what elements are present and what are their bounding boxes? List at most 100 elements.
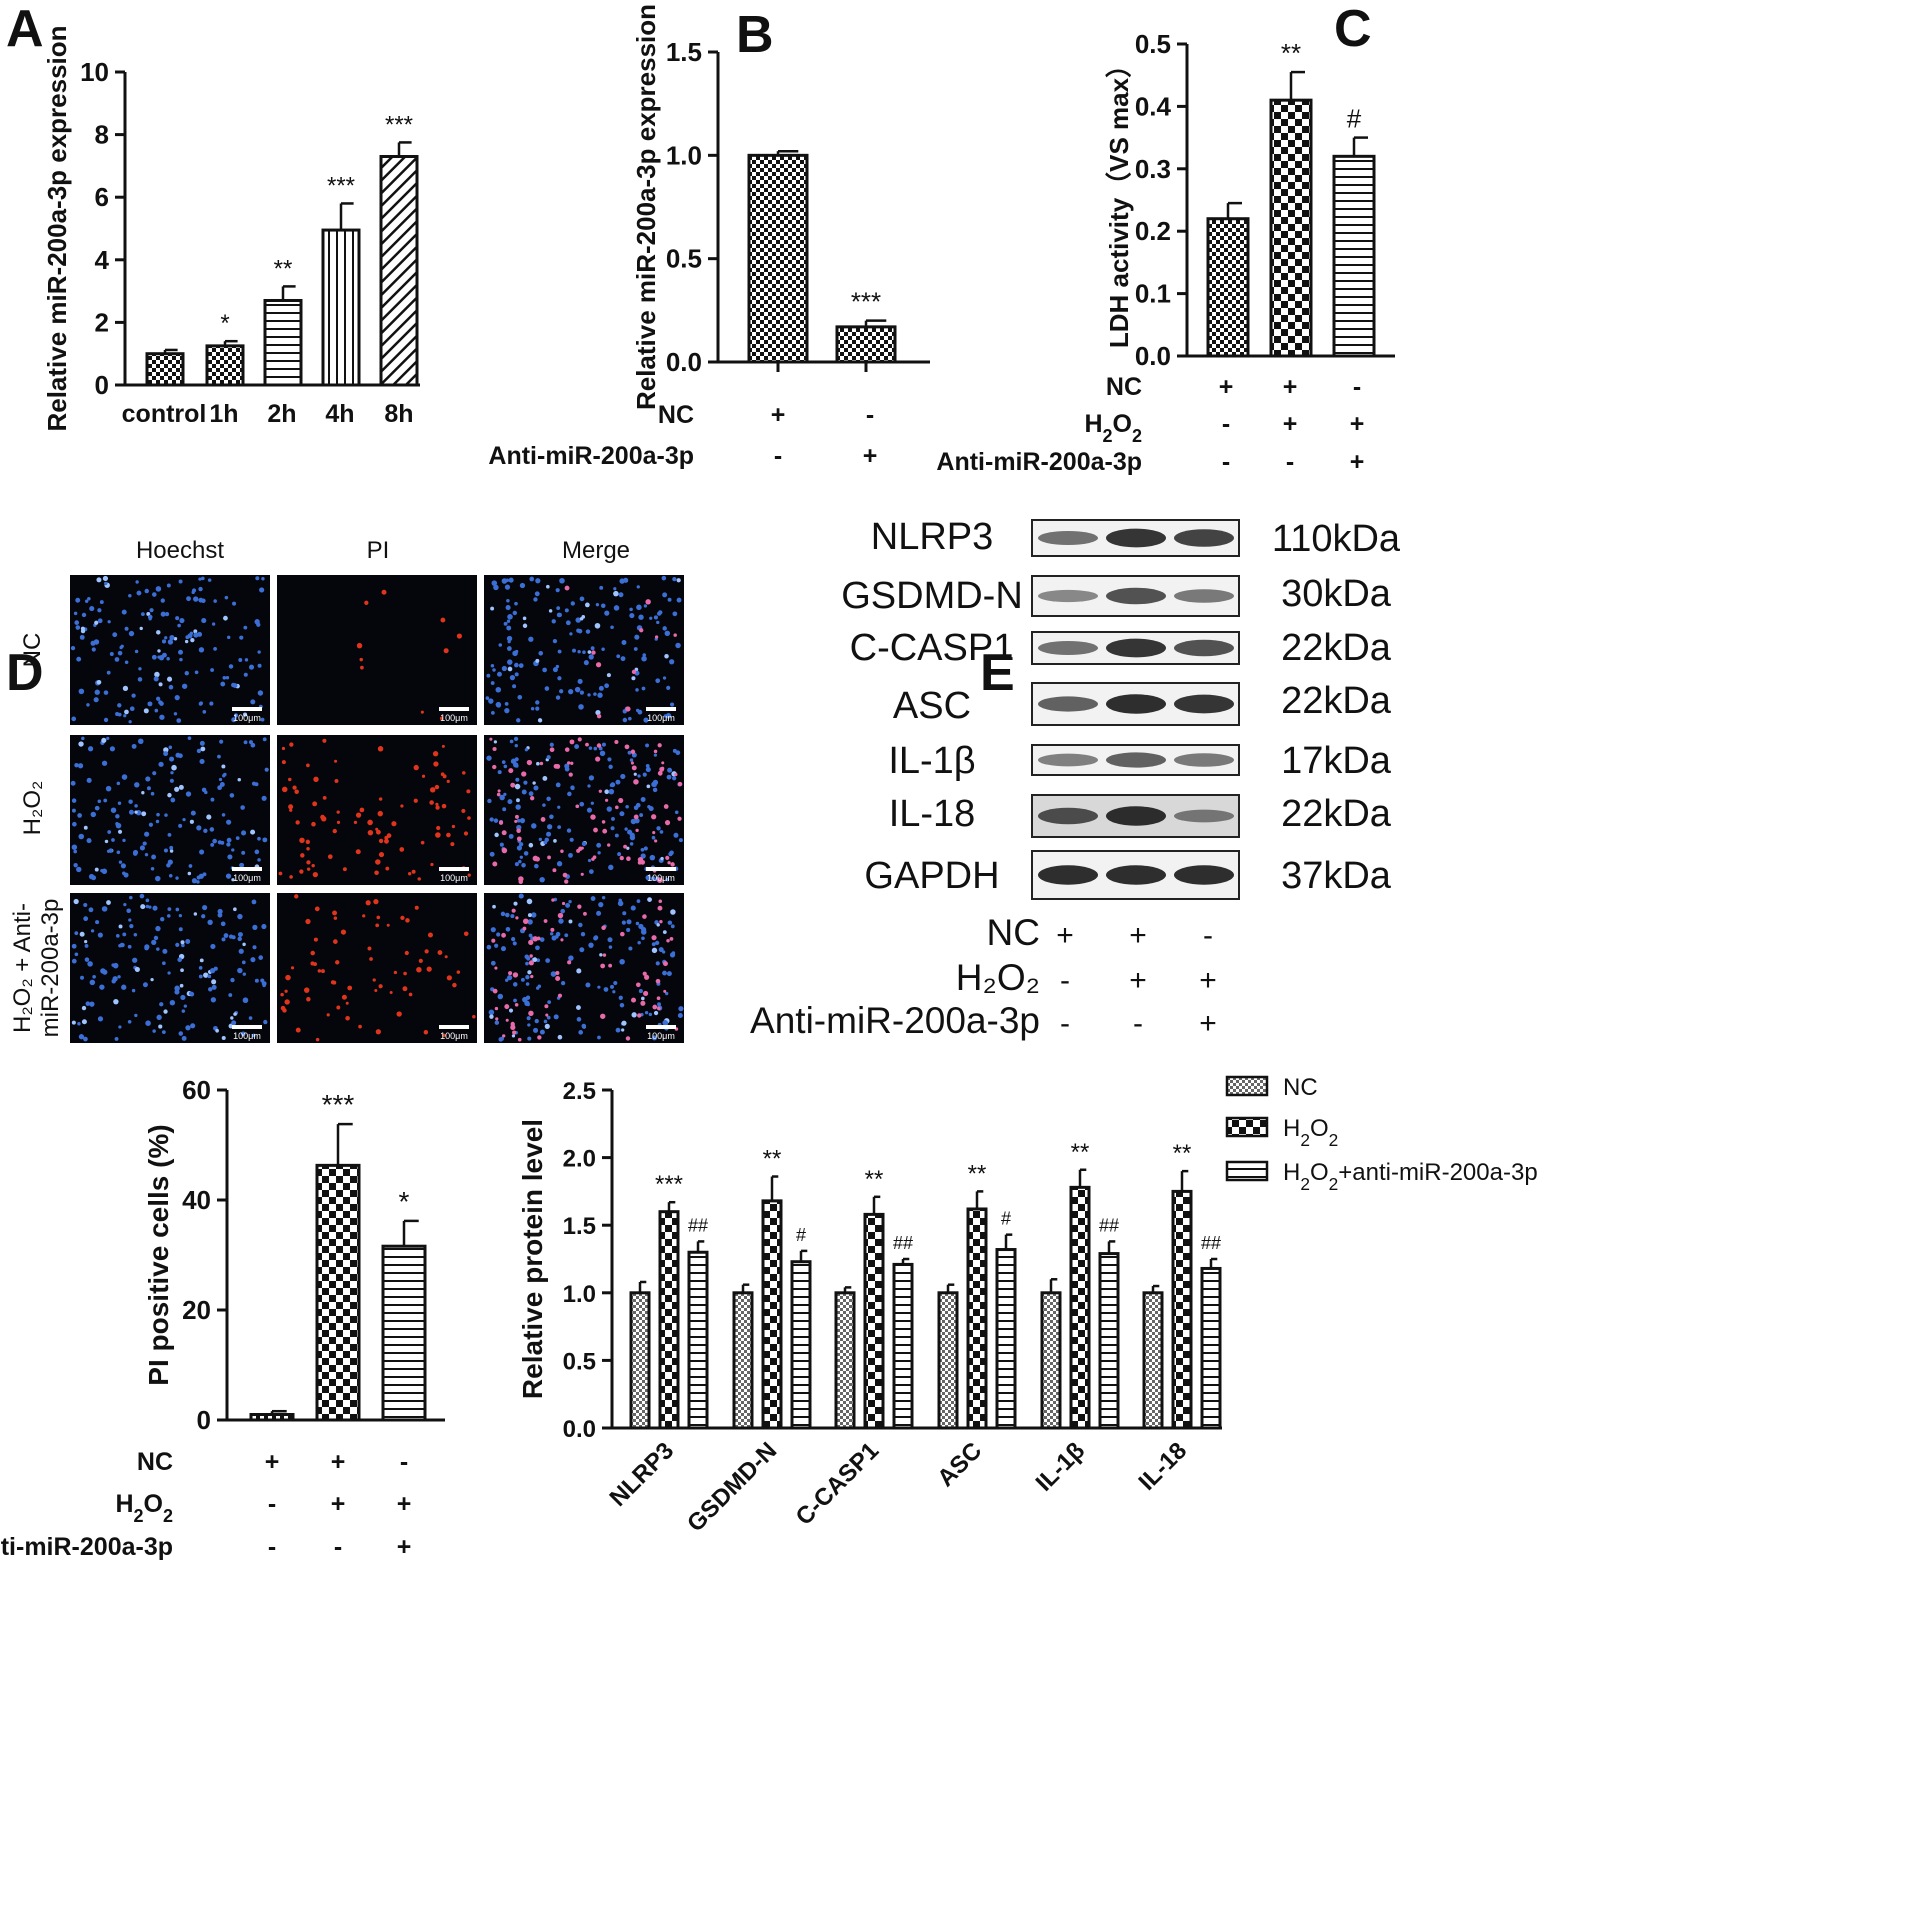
nucleus-dot — [557, 676, 562, 681]
nucleus-dot — [493, 740, 497, 744]
pi-dot — [295, 820, 300, 825]
nucleus-dot — [72, 821, 77, 827]
nucleus-dot — [117, 829, 123, 834]
nucleus-dot — [76, 866, 82, 873]
pi-dot — [631, 997, 637, 1003]
nucleus-dot — [536, 958, 541, 963]
pi-dot — [446, 975, 452, 981]
nucleus-dot — [553, 1014, 559, 1020]
panel-label-c: C — [1334, 0, 1372, 58]
nucleus-dot — [181, 943, 185, 948]
nucleus-dot — [490, 663, 495, 668]
nucleus-dot — [178, 579, 183, 584]
nucleus-dot — [587, 858, 592, 863]
nucleus-dot — [242, 712, 248, 717]
pi-dot — [596, 743, 602, 748]
nucleus-dot — [163, 1009, 168, 1014]
nucleus-dot — [210, 997, 217, 1003]
pi-dot — [534, 856, 540, 862]
nucleus-dot — [622, 717, 628, 723]
nucleus-dot — [607, 937, 613, 943]
nucleus-dot — [250, 699, 256, 705]
nucleus-dot — [199, 740, 205, 746]
nucleus-dot — [596, 842, 602, 848]
nucleus-dot — [169, 756, 175, 762]
pi-dot — [306, 867, 311, 871]
nucleus-dot — [491, 580, 498, 586]
pi-dot — [642, 971, 647, 976]
nucleus-dot — [546, 1015, 551, 1020]
pi-dot — [389, 990, 393, 995]
nucleus-dot — [620, 656, 626, 662]
nucleus-dot — [593, 746, 598, 751]
nucleus-dot — [570, 601, 575, 606]
nucleus-dot — [179, 657, 183, 662]
pi-dot — [429, 787, 436, 793]
western-band — [1174, 809, 1234, 823]
western-blot-panel: NLRP3 110kDa GSDMD-N 30kDa C-CASP1 22kDa ASC 22… — [750, 516, 1401, 1041]
pi-dot — [423, 1030, 429, 1035]
nucleus-dot — [106, 670, 111, 675]
nucleus-dot — [505, 927, 511, 932]
nucleus-dot — [516, 845, 523, 851]
pi-dot — [347, 985, 353, 991]
chart-b-significance: *** — [851, 287, 881, 317]
western-band — [1038, 696, 1098, 712]
chart-a-bar — [145, 352, 185, 387]
nucleus-dot — [198, 577, 202, 581]
pi-dot — [367, 946, 372, 951]
chart-d-treatment-label: Anti-miR-200a-3p — [0, 1533, 173, 1561]
nucleus-dot — [489, 817, 494, 822]
pi-dot — [537, 1035, 542, 1040]
nucleus-dot — [628, 716, 632, 721]
chart-e-x-tick-label: IL-1β — [1031, 1437, 1091, 1497]
chart-e-legend-label: NC — [1283, 1074, 1318, 1101]
nucleus-dot — [666, 774, 672, 780]
nucleus-dot — [676, 578, 681, 583]
pi-dot — [654, 635, 659, 639]
pi-dot — [575, 804, 580, 809]
nucleus-dot — [649, 854, 656, 861]
chart-c-treatment-mark: + — [1350, 448, 1365, 476]
nucleus-dot — [653, 753, 658, 757]
nucleus-dot — [201, 914, 206, 919]
pi-dot — [514, 814, 519, 819]
nucleus-dot — [81, 1005, 87, 1011]
nucleus-dot — [621, 640, 627, 645]
pi-dot — [602, 953, 607, 957]
pi-dot — [314, 906, 320, 912]
chart-a-y-tick-label: 6 — [95, 182, 109, 212]
nucleus-dot — [97, 932, 103, 938]
pi-dot — [446, 832, 451, 838]
pi-dot — [333, 939, 338, 944]
nucleus-dot — [175, 876, 179, 880]
nucleus-dot — [528, 791, 534, 797]
nucleus-dot — [526, 956, 531, 961]
nucleus-dot — [207, 919, 213, 925]
nucleus-dot — [636, 585, 640, 589]
nucleus-dot — [516, 798, 520, 803]
nucleus-dot — [566, 828, 572, 833]
chart-e-significance: ## — [1201, 1233, 1221, 1253]
nucleus-dot — [528, 636, 534, 642]
pi-dot — [450, 842, 455, 847]
nucleus-dot — [552, 667, 558, 673]
pi-dot — [508, 768, 514, 774]
pi-dot — [673, 633, 677, 637]
nucleus-dot — [664, 630, 671, 637]
nucleus-dot — [177, 957, 182, 962]
nucleus-dot — [122, 838, 126, 843]
chart-e-bar — [863, 1212, 885, 1430]
nucleus-dot — [604, 789, 610, 795]
nucleus-dot — [213, 646, 217, 651]
pi-dot — [432, 751, 439, 757]
nucleus-dot — [506, 619, 511, 623]
nucleus-dot — [160, 611, 166, 617]
chart-b-treatment-mark: - — [866, 401, 874, 429]
nucleus-dot — [634, 818, 640, 824]
microscopy-image — [70, 893, 270, 1043]
scale-bar-label: 100μm — [647, 713, 675, 723]
nucleus-dot — [124, 709, 129, 715]
nucleus-dot — [90, 640, 96, 646]
